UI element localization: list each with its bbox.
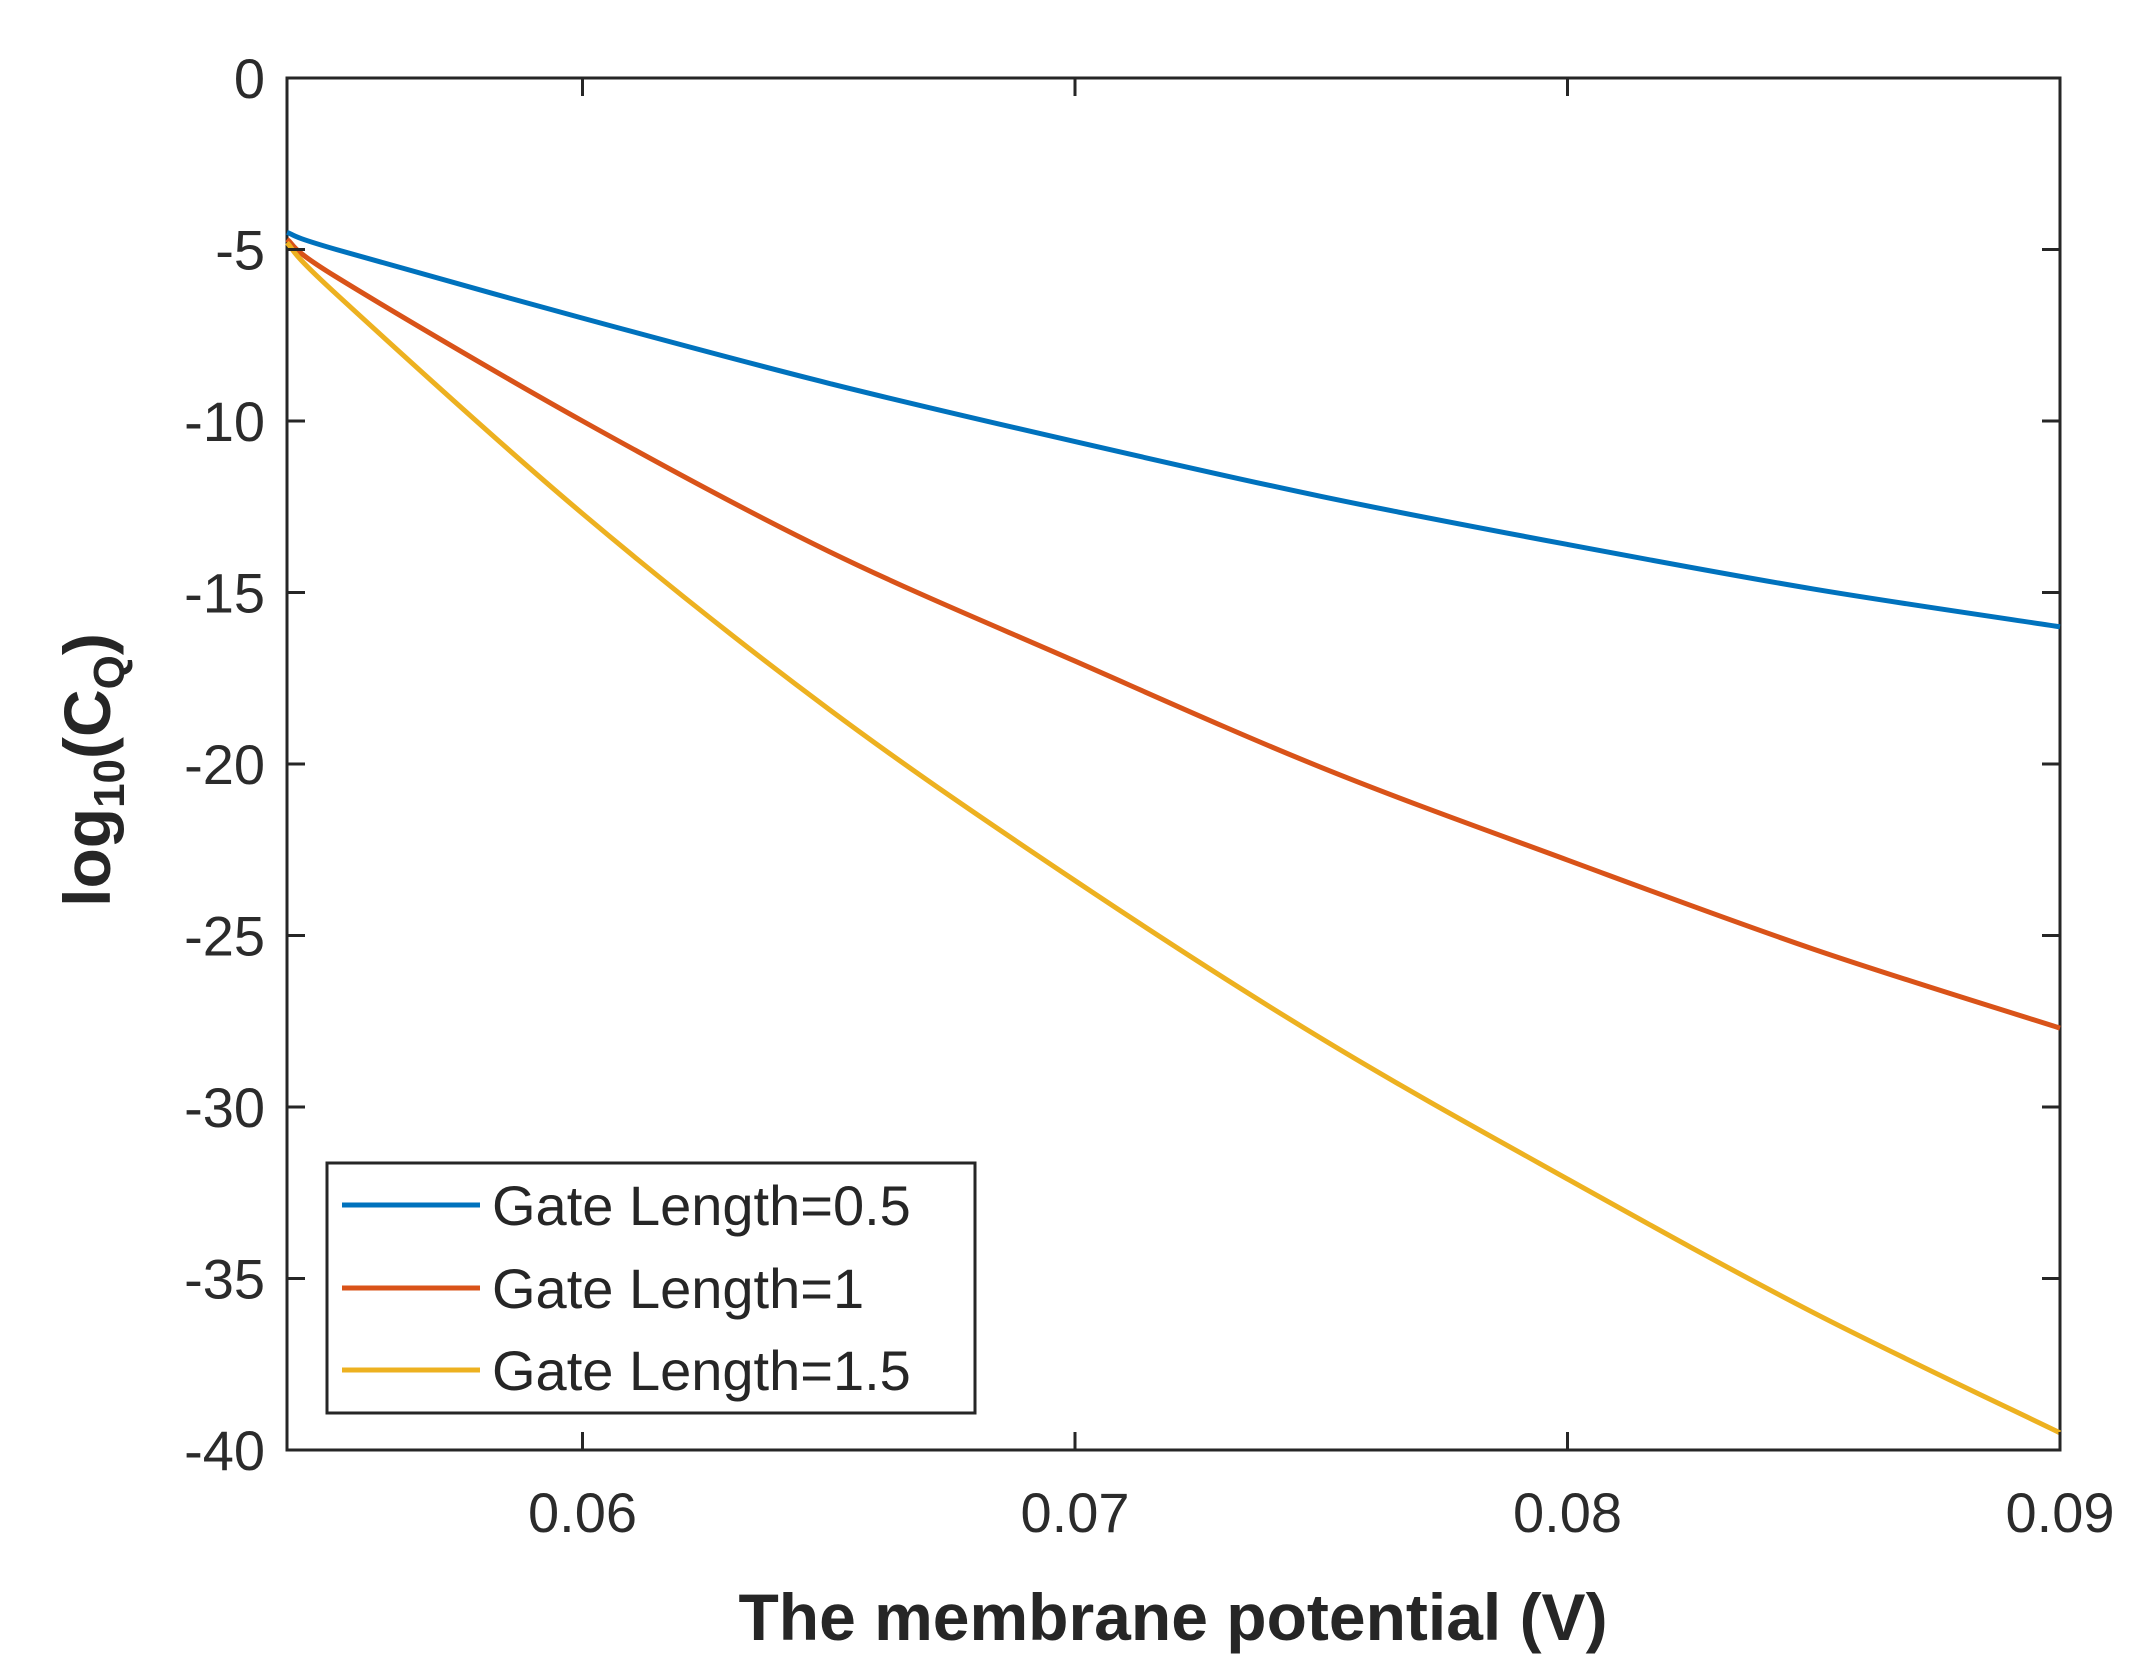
series-layer bbox=[285, 229, 2062, 1436]
legend-label-gate-length-1-5: Gate Length=1.5 bbox=[492, 1339, 911, 1402]
y-axis-title-middle: (C bbox=[50, 689, 124, 759]
x-tick-label: 0.06 bbox=[528, 1481, 637, 1544]
legend-label-gate-length-1: Gate Length=1 bbox=[492, 1257, 864, 1320]
y-axis-title-prefix: log bbox=[50, 808, 124, 907]
x-tick-label: 0.07 bbox=[1021, 1481, 1130, 1544]
y-axis-title: log10(CQ) bbox=[50, 633, 134, 907]
y-tick-label: -40 bbox=[184, 1419, 265, 1482]
y-tick-label: -5 bbox=[215, 219, 265, 282]
x-axis-title: The membrane potential (V) bbox=[738, 1580, 1607, 1654]
y-tick-label: 0 bbox=[234, 47, 265, 110]
y-tick-label: -25 bbox=[184, 905, 265, 968]
y-tick-label: -20 bbox=[184, 733, 265, 796]
x-axis-ticks: 0.06 0.07 0.08 0.09 bbox=[528, 78, 2115, 1544]
y-tick-label: -35 bbox=[184, 1248, 265, 1311]
legend: Gate Length=0.5 Gate Length=1 Gate Lengt… bbox=[325, 1161, 977, 1415]
y-axis-ticks: 0 -5 -10 -15 -20 -25 -30 -35 -40 bbox=[184, 47, 2060, 1482]
series-line-gate-length-1-5 bbox=[285, 240, 2062, 1436]
y-axis-title-suffix: ) bbox=[50, 633, 124, 655]
y-axis-title-group: log10(CQ) bbox=[50, 633, 134, 907]
y-tick-label: -30 bbox=[184, 1076, 265, 1139]
y-tick-label: -15 bbox=[184, 562, 265, 625]
legend-label-gate-length-0-5: Gate Length=0.5 bbox=[492, 1174, 911, 1237]
series-line-gate-length-0-5 bbox=[286, 229, 2061, 630]
y-tick-label: -10 bbox=[184, 390, 265, 453]
series-line-gate-length-1 bbox=[285, 237, 2061, 1031]
y-axis-title-subscript-base: 10 bbox=[85, 759, 134, 808]
x-tick-label: 0.09 bbox=[2006, 1481, 2115, 1544]
y-axis-title-subscript-quantity: Q bbox=[85, 655, 134, 689]
x-tick-label: 0.08 bbox=[1513, 1481, 1622, 1544]
